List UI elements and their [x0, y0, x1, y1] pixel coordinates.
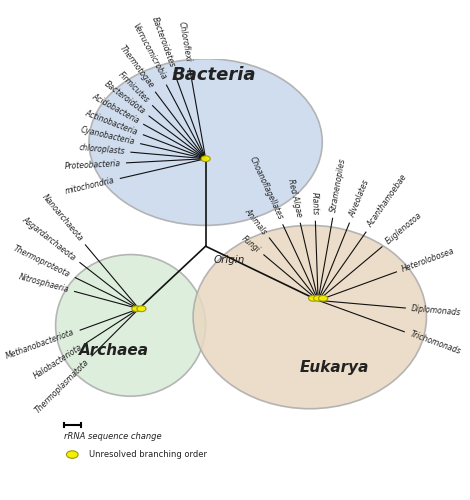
Ellipse shape [66, 451, 78, 458]
Text: Animals: Animals [243, 206, 269, 236]
Text: Bacteroidota: Bacteroidota [102, 80, 147, 116]
Text: Bacteroidetes: Bacteroidetes [150, 15, 176, 68]
Text: Firmicutes: Firmicutes [117, 70, 151, 104]
Text: Chloroflexi: Chloroflexi [177, 21, 193, 63]
Text: Diplomonads: Diplomonads [411, 304, 462, 318]
Text: Choanoflagellates: Choanoflagellates [247, 155, 284, 221]
Ellipse shape [313, 296, 323, 301]
Text: Archaea: Archaea [79, 343, 149, 358]
Text: Unresolved branching order: Unresolved branching order [89, 450, 207, 459]
Ellipse shape [89, 58, 322, 226]
Text: Thermoplasmatota: Thermoplasmatota [33, 357, 91, 414]
Text: chloroplasts: chloroplasts [78, 143, 125, 156]
Text: Actinobacteria: Actinobacteria [84, 108, 139, 137]
Text: Acidobacteria: Acidobacteria [90, 92, 141, 126]
Text: Verrucomicrobia: Verrucomicrobia [130, 22, 167, 82]
Text: Cyanobacteria: Cyanobacteria [79, 126, 135, 146]
Text: Alveolates: Alveolates [347, 179, 371, 219]
Text: Red Algae: Red Algae [286, 178, 303, 218]
Text: Trichomonads: Trichomonads [408, 330, 462, 356]
Ellipse shape [201, 156, 210, 162]
Text: mitochondria: mitochondria [64, 176, 115, 196]
Ellipse shape [193, 226, 426, 408]
Ellipse shape [308, 296, 318, 301]
Text: Nanoarchaeota: Nanoarchaeota [40, 192, 85, 243]
Text: Eukarya: Eukarya [300, 360, 369, 374]
Text: Bacteria: Bacteria [172, 66, 256, 84]
Text: Methanobacteriota: Methanobacteriota [5, 328, 76, 361]
Text: Halobacteriota: Halobacteriota [32, 342, 84, 380]
Ellipse shape [132, 306, 141, 312]
Text: Euglenozoa: Euglenozoa [384, 211, 423, 246]
Text: Origin: Origin [214, 254, 245, 264]
Text: Proteobacteria: Proteobacteria [64, 158, 120, 170]
Text: Stramenopiles: Stramenopiles [329, 157, 348, 213]
Text: Plants: Plants [310, 192, 320, 215]
Text: Asgardarchaeota: Asgardarchaeota [21, 215, 78, 262]
Text: Thermotogae: Thermotogae [118, 44, 155, 90]
Ellipse shape [55, 254, 205, 396]
Text: Acanthamoebae: Acanthamoebae [366, 173, 409, 230]
Text: Nitrosphaeria: Nitrosphaeria [17, 272, 70, 294]
Ellipse shape [137, 306, 146, 312]
Text: rRNA sequence change: rRNA sequence change [64, 432, 162, 440]
Text: Fungi: Fungi [240, 234, 262, 254]
Text: Thermoproteota: Thermoproteota [12, 244, 71, 279]
Text: Heterolobosea: Heterolobosea [401, 246, 456, 274]
Ellipse shape [319, 296, 328, 301]
